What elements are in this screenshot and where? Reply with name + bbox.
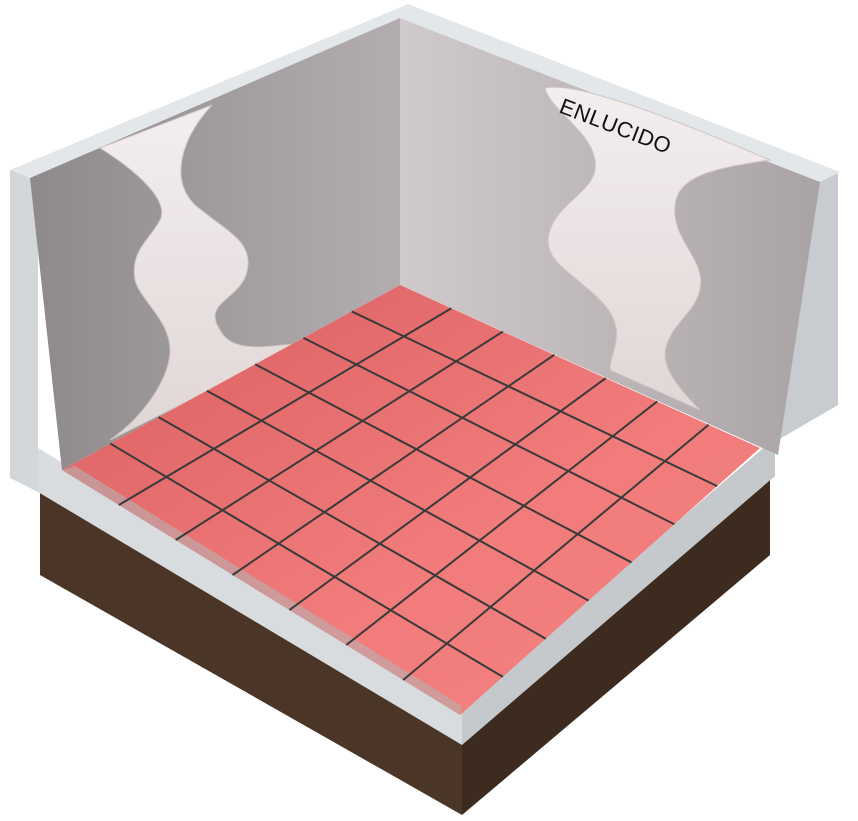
grout-line: [206, 389, 590, 602]
grout-line: [109, 442, 504, 678]
grout-line: [175, 330, 504, 541]
grout-line: [351, 310, 718, 488]
floor-edge-strip: [62, 466, 462, 715]
grout-line: [345, 400, 658, 646]
grout-line: [288, 377, 607, 611]
right-wall-top-rim: [400, 4, 840, 182]
grout-line: [232, 354, 555, 576]
slab-left-side: [38, 448, 462, 745]
soil-left-face: [40, 488, 462, 815]
tile-grout-lines: [109, 307, 718, 681]
left-wall-top-rim: [10, 4, 422, 178]
grout-line: [118, 307, 452, 506]
grout-line: [158, 416, 547, 640]
slab-right-side: [462, 438, 775, 745]
grout-line: [402, 423, 710, 681]
grout-line: [254, 363, 632, 564]
left-wall-outer-face: [10, 166, 38, 492]
soil-right-face: [462, 470, 770, 815]
grout-line: [302, 336, 675, 526]
right-plaster-layer: [544, 86, 772, 411]
